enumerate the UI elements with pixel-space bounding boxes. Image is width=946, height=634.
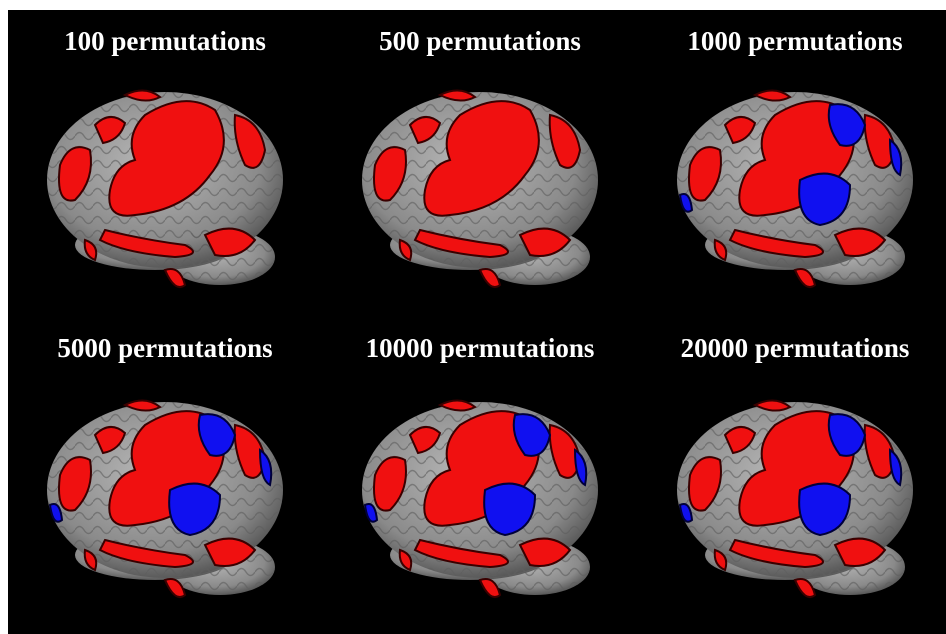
- activation-blue: [888, 448, 903, 487]
- activation-red: [408, 116, 442, 145]
- activation-red: [98, 538, 194, 569]
- activation-red: [548, 113, 582, 169]
- activation-red: [58, 146, 92, 202]
- activation-red: [108, 100, 225, 217]
- activation-blue: [197, 413, 237, 457]
- activation-blue: [798, 482, 852, 537]
- activation-red: [833, 227, 887, 257]
- activation-blue: [798, 172, 852, 227]
- activation-red: [713, 238, 728, 262]
- activation-red: [413, 538, 509, 569]
- brain-render: [47, 89, 283, 289]
- activation-blue: [363, 503, 379, 523]
- activation-red: [98, 228, 194, 259]
- activation-blue: [827, 103, 867, 147]
- activation-red: [863, 423, 897, 479]
- activation-red: [163, 268, 187, 289]
- activation-red: [723, 116, 757, 145]
- activation-red: [518, 227, 572, 257]
- activation-red: [793, 268, 817, 289]
- activation-blue: [573, 448, 588, 487]
- activation-red: [713, 548, 728, 572]
- panel-label: 10000 permutations: [366, 333, 595, 363]
- activation-red: [423, 100, 540, 217]
- panel-label: 1000 permutations: [687, 26, 902, 56]
- activation-red: [122, 399, 162, 412]
- activation-red: [478, 268, 502, 289]
- activation-red: [833, 537, 887, 567]
- activation-red: [408, 426, 442, 455]
- brain-render: [677, 399, 913, 599]
- activation-red: [548, 423, 582, 479]
- panel-label: 5000 permutations: [57, 333, 272, 363]
- activation-red: [203, 227, 257, 257]
- activation-blue: [258, 448, 273, 487]
- activation-red: [688, 456, 722, 512]
- activation-blue: [827, 413, 867, 457]
- activation-red: [83, 238, 98, 262]
- activation-red: [752, 89, 792, 102]
- activation-red: [93, 116, 127, 145]
- activation-red: [83, 548, 98, 572]
- activation-red: [723, 426, 757, 455]
- panel-label: 500 permutations: [379, 26, 581, 56]
- activation-red: [752, 399, 792, 412]
- activation-blue: [168, 482, 222, 537]
- activation-red: [398, 548, 413, 572]
- activation-red: [233, 423, 267, 479]
- brain-render: [677, 89, 913, 289]
- activation-blue: [678, 193, 694, 213]
- activation-blue: [888, 138, 903, 177]
- activation-blue: [678, 503, 694, 523]
- activation-red: [398, 238, 413, 262]
- activation-red: [373, 456, 407, 512]
- activation-red: [437, 399, 477, 412]
- activation-red: [203, 537, 257, 567]
- activation-red: [163, 578, 187, 599]
- activation-red: [93, 426, 127, 455]
- activation-red: [437, 89, 477, 102]
- activation-red: [793, 578, 817, 599]
- activation-red: [478, 578, 502, 599]
- activation-blue: [483, 482, 537, 537]
- activation-red: [373, 146, 407, 202]
- panel-label: 20000 permutations: [681, 333, 910, 363]
- activation-red: [688, 146, 722, 202]
- panel-label: 100 permutations: [64, 26, 266, 56]
- activation-red: [863, 113, 897, 169]
- activation-blue: [512, 413, 552, 457]
- activation-red: [413, 228, 509, 259]
- activation-red: [233, 113, 267, 169]
- activation-red: [122, 89, 162, 102]
- brain-render: [47, 399, 283, 599]
- brain-render: [362, 399, 598, 599]
- activation-blue: [48, 503, 64, 523]
- activation-red: [518, 537, 572, 567]
- activation-red: [58, 456, 92, 512]
- activation-red: [728, 538, 824, 569]
- activation-red: [728, 228, 824, 259]
- brain-render: [362, 89, 598, 289]
